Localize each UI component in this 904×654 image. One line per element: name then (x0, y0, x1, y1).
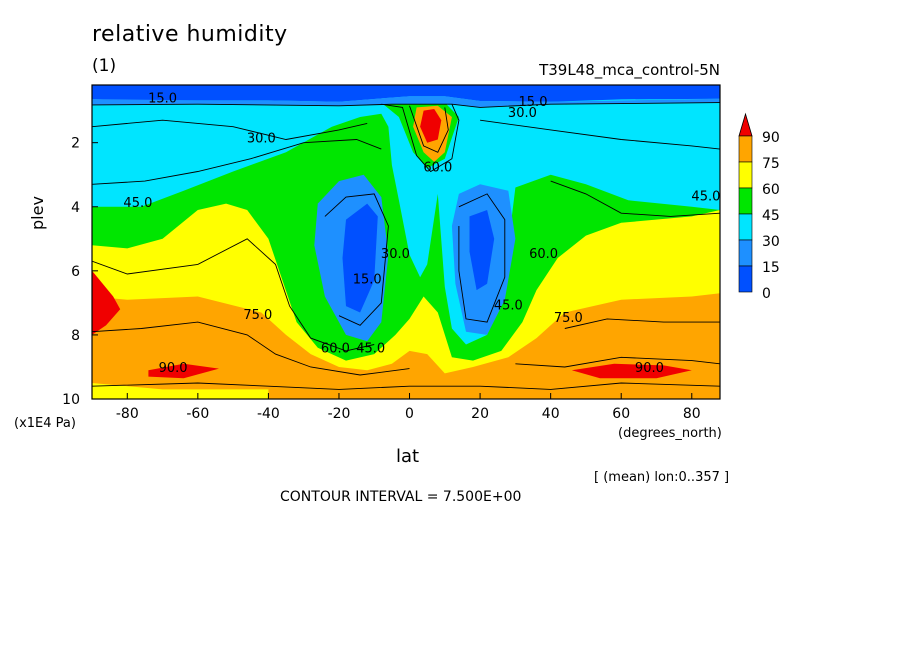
contour-line (564, 318, 720, 329)
contour-line (480, 119, 720, 150)
run-label: T39L48_mca_control-5N (539, 61, 720, 79)
contour-line (458, 193, 506, 323)
y-axis-unit: (x1E4 Pa) (14, 416, 76, 431)
contour-label: 90.0 (635, 361, 664, 376)
colorbar-swatch (738, 135, 753, 163)
plot-area: 15.030.045.075.090.060.0 45.015.030.060.0… (92, 85, 720, 399)
y-tick-label: 4 (71, 200, 80, 216)
contour-line (409, 105, 449, 153)
x-tick-label: -20 (328, 406, 351, 422)
contour-label: 30.0 (508, 106, 537, 121)
contour-line (550, 180, 720, 217)
band-90-north-surface (571, 363, 692, 379)
plot-frame (91, 84, 721, 400)
contour-label: 45.0 (123, 196, 152, 211)
contour-line (381, 103, 460, 173)
colorbar-swatch (738, 265, 753, 293)
contour-label: 90.0 (159, 361, 188, 376)
contour-line (92, 102, 720, 108)
contour-line (92, 139, 382, 185)
colorbar-label: 15 (762, 260, 780, 276)
y-tick-label: 8 (71, 328, 80, 344)
band-30-45 (92, 85, 720, 345)
band-0-15-north (469, 210, 495, 291)
colorbar-swatch (738, 213, 753, 241)
contour-label: 30.0 (247, 132, 276, 147)
colorbar-label: 90 (762, 130, 780, 146)
x-tick-label: 40 (542, 406, 560, 422)
band-60-75-surface (92, 383, 269, 399)
colorbar-swatch (738, 161, 753, 189)
x-tick-label: -60 (186, 406, 209, 422)
contour-label: 60.0 (321, 342, 350, 357)
contour-line (92, 382, 720, 390)
contour-label: 45.0 (691, 189, 720, 204)
colorbar-arrow (738, 112, 753, 137)
contour-label: 60.0 (529, 247, 558, 262)
contour-line (92, 321, 410, 376)
y-tick-label: 2 (71, 136, 80, 152)
x-tick-label: -40 (257, 406, 280, 422)
band-0-15-upper (92, 85, 720, 102)
contour-interval: CONTOUR INTERVAL = 7.500E+00 (280, 489, 522, 505)
contour-line (324, 193, 389, 326)
x-axis-unit: (degrees_north) (618, 426, 722, 441)
contour-label: 60.0 (423, 161, 452, 176)
contour-label: 45.0 (356, 342, 385, 357)
chart-subtitle: (1) (92, 56, 117, 76)
contour-label: 75.0 (243, 308, 272, 323)
contour-label: 30.0 (381, 247, 410, 262)
contour-line (92, 119, 368, 140)
x-axis-label: lat (396, 446, 420, 467)
colorbar-label: 60 (762, 182, 780, 198)
contour-line (92, 238, 375, 352)
band-90-peak (420, 109, 442, 143)
averaging-info: [ (mean) lon:0..357 ] (594, 470, 730, 485)
contour-label: 45.0 (494, 298, 523, 313)
colorbar-label: 45 (762, 208, 780, 224)
contour-label: 15.0 (519, 95, 548, 110)
colorbar-label: 0 (762, 286, 771, 302)
y-tick-label: 10 (62, 392, 80, 408)
colorbar-swatch (738, 239, 753, 267)
x-tick-label: 80 (683, 406, 701, 422)
x-tick-label: 20 (471, 406, 489, 422)
contour-label: 75.0 (554, 311, 583, 326)
contour-label: 15.0 (148, 92, 177, 107)
colorbar-label: 30 (762, 234, 780, 250)
contour-line (515, 356, 720, 368)
colorbar-swatch (738, 187, 753, 215)
x-tick-label: 60 (612, 406, 630, 422)
y-tick-label: 6 (71, 264, 80, 280)
colorbar-label: 75 (762, 156, 780, 172)
x-tick-label: 0 (405, 406, 414, 422)
chart-title: relative humidity (92, 22, 288, 47)
x-tick-label: -80 (116, 406, 139, 422)
band-0-15-south (342, 203, 378, 313)
band-90-south-edge (92, 270, 121, 335)
band-90-south-surface (148, 363, 219, 379)
contour-label: 15.0 (353, 273, 382, 288)
